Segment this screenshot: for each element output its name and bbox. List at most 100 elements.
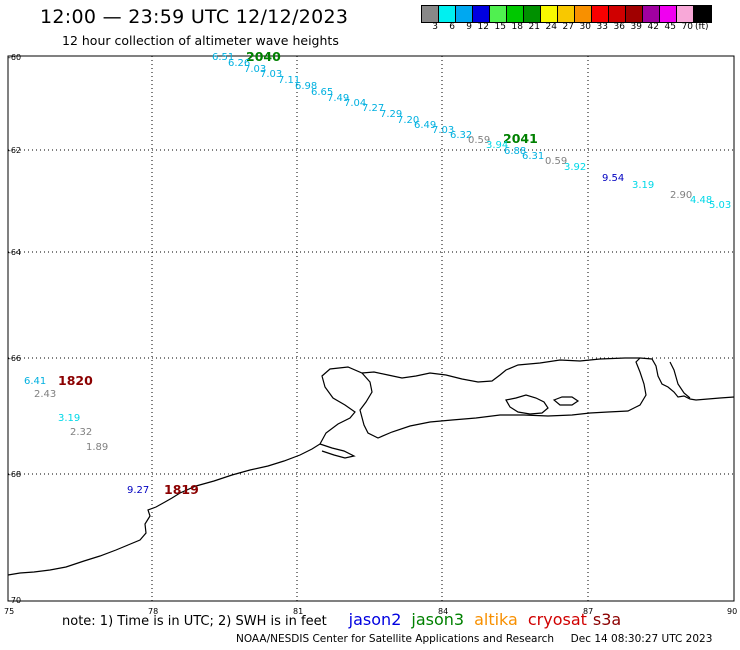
colorbar-bin <box>524 6 541 22</box>
colorbar-bin <box>456 6 473 22</box>
colorbar-label: 30 <box>579 22 591 32</box>
map-frame <box>7 55 735 602</box>
track-time-label: 1820 <box>58 373 93 388</box>
footer-credit: NOAA/NESDIS Center for Satellite Applica… <box>236 633 713 645</box>
swh-label: 5.03 <box>709 200 731 211</box>
colorbar-bin <box>609 6 626 22</box>
swh-label: 7.20 <box>397 115 419 126</box>
colorbar-bin <box>626 6 643 22</box>
legend-jason2: jason2 <box>348 610 402 629</box>
swh-label: 6.32 <box>450 130 472 141</box>
swh-label: 4.48 <box>690 195 712 206</box>
coastline-ice-island <box>552 396 580 406</box>
colorbar-unit: (ft) <box>695 22 709 32</box>
chart-subtitle: 12 hour collection of altimeter wave hei… <box>62 33 339 48</box>
lon-label: 87 <box>583 607 593 616</box>
swh-label: 6.41 <box>24 376 46 387</box>
coastline-mainland <box>7 357 735 576</box>
track-time-label: 1819 <box>164 482 199 497</box>
colorbar-label: 42 <box>647 22 659 32</box>
note-row: note: 1) Time is in UTC; 2) SWH is in fe… <box>62 610 621 629</box>
lat-label: -68 <box>8 470 21 479</box>
swh-label: 7.27 <box>362 103 384 114</box>
coastline <box>7 357 735 576</box>
swh-label: 6.26 <box>228 58 250 69</box>
units-note: note: 1) Time is in UTC; 2) SWH is in fe… <box>62 614 327 629</box>
swh-label: 6.51 <box>212 52 234 63</box>
swh-label: 0.59 <box>468 135 490 146</box>
colorbar-label: 39 <box>630 22 642 32</box>
swh-label: 2.90 <box>670 190 692 201</box>
track-time-label: 2040 <box>246 49 281 64</box>
colorbar-label: 24 <box>545 22 557 32</box>
swh-label: 7.03 <box>432 125 454 136</box>
lon-label: 78 <box>148 607 158 616</box>
swh-label: 9.27 <box>127 485 149 496</box>
swh-label: 3.19 <box>58 413 80 424</box>
legend-s3a: s3a <box>592 610 622 629</box>
swh-label: 7.03 <box>260 69 282 80</box>
swh-label: 2.32 <box>70 427 92 438</box>
colorbar-bin <box>490 6 507 22</box>
colorbar-label: 33 <box>596 22 608 32</box>
wave-height-colorbar <box>421 5 712 23</box>
swh-label: 7.49 <box>327 93 349 104</box>
swh-label: 7.04 <box>344 98 366 109</box>
swh-label: 3.94 <box>486 140 508 151</box>
colorbar-bin <box>473 6 490 22</box>
colorbar-bin <box>507 6 524 22</box>
coastline-ice-rise <box>505 394 549 415</box>
swh-labels: 6.51 6.26 7.03 7.03 7.11 6.98 6.65 7.49 … <box>24 52 731 496</box>
swh-label: 9.54 <box>602 173 624 184</box>
colorbar-label: 15 <box>494 22 506 32</box>
legend-jason3: jason3 <box>411 610 465 629</box>
colorbar-bin <box>677 6 694 22</box>
colorbar-label: 9 <box>466 22 472 32</box>
lat-label: -66 <box>8 354 21 363</box>
colorbar-label: 45 <box>664 22 676 32</box>
colorbar-bin <box>439 6 456 22</box>
coastline-headland <box>669 361 691 399</box>
lat-label: -70 <box>8 596 21 605</box>
swh-label: 1.89 <box>86 442 108 453</box>
track-time-label: 2041 <box>503 131 538 146</box>
coastline-shelf <box>359 357 647 439</box>
colorbar-bin <box>575 6 592 22</box>
legend-altika: altika <box>474 610 518 629</box>
lon-axis-labels: 75 78 81 84 87 90 <box>4 607 737 616</box>
lat-axis-labels: -60 -62 -64 -66 -68 -70 <box>8 53 21 605</box>
lon-label: 75 <box>4 607 14 616</box>
lon-label: 90 <box>727 607 737 616</box>
legend-cryosat: cryosat <box>527 610 587 629</box>
colorbar-bin <box>541 6 558 22</box>
swh-label: 7.29 <box>380 109 402 120</box>
colorbar-bin <box>643 6 660 22</box>
swh-label: 6.98 <box>295 81 317 92</box>
chart-title: 12:00 — 23:59 UTC 12/12/2023 <box>40 6 349 28</box>
track-time-labels: 2040 2041 1820 1819 <box>58 49 538 497</box>
colorbar-label: 21 <box>528 22 540 32</box>
graticule <box>8 56 734 601</box>
colorbar-label: 3 <box>432 22 438 32</box>
colorbar-bin <box>660 6 677 22</box>
swh-label: 6.88 <box>504 146 526 157</box>
colorbar-bin <box>592 6 609 22</box>
lat-label: -62 <box>8 146 21 155</box>
swh-label: 3.92 <box>564 162 586 173</box>
colorbar-label: 18 <box>511 22 523 32</box>
lat-label: -60 <box>8 53 21 62</box>
colorbar-label: 27 <box>562 22 574 32</box>
colorbar-bin <box>694 6 711 22</box>
lon-label: 81 <box>293 607 303 616</box>
colorbar-bin <box>422 6 439 22</box>
swh-label: 7.03 <box>244 64 266 75</box>
swh-label: 3.19 <box>632 180 654 191</box>
coastline-inlet <box>319 443 356 459</box>
colorbar-labels: 3 6 9 12 15 18 21 24 27 30 33 36 39 42 4… <box>421 22 710 34</box>
swh-label: 6.31 <box>522 151 544 162</box>
swh-label: 7.11 <box>278 75 300 86</box>
swh-label: 0.59 <box>545 156 567 167</box>
lon-label: 84 <box>438 607 448 616</box>
lat-label: -64 <box>8 248 21 257</box>
